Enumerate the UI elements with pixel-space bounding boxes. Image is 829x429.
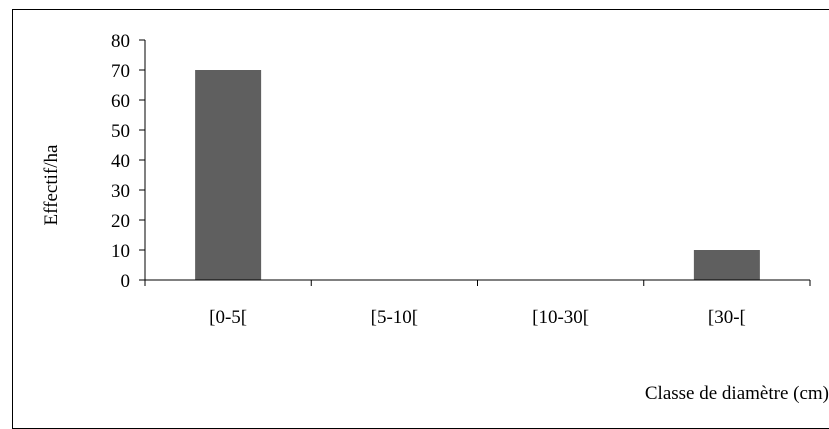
chart-frame [12, 9, 829, 429]
x-category-label: [10-30[ [532, 307, 589, 328]
bars [195, 70, 760, 280]
y-tick-label: 10 [111, 241, 130, 262]
bar [195, 70, 262, 280]
x-category-label: [30-[ [708, 307, 746, 328]
y-axis-ticks [139, 39, 145, 281]
y-axis-tick-labels: 0 10 20 30 40 50 60 70 80 [111, 31, 130, 292]
y-tick-label: 60 [111, 91, 130, 112]
y-tick-label: 0 [121, 271, 131, 292]
x-axis-category-labels: [0-5[ [5-10[ [10-30[ [30-[ [209, 307, 746, 328]
bar-chart: 0 10 20 30 40 50 60 70 80 [0-5[ [5-10[ [10-30[ [30-… [41, 31, 829, 404]
y-tick-label: 50 [111, 121, 130, 142]
x-axis-title: Classe de diamètre (cm) [645, 383, 829, 404]
y-tick-label: 70 [111, 61, 130, 82]
y-tick-label: 80 [111, 31, 130, 52]
y-tick-label: 40 [111, 151, 130, 172]
y-axis-title: Effectif/ha [41, 144, 62, 225]
x-category-label: [0-5[ [209, 307, 247, 328]
bar [693, 250, 760, 280]
y-tick-label: 30 [111, 181, 130, 202]
x-category-label: [5-10[ [371, 307, 418, 328]
x-axis-ticks [144, 280, 811, 286]
y-tick-label: 20 [111, 211, 130, 232]
